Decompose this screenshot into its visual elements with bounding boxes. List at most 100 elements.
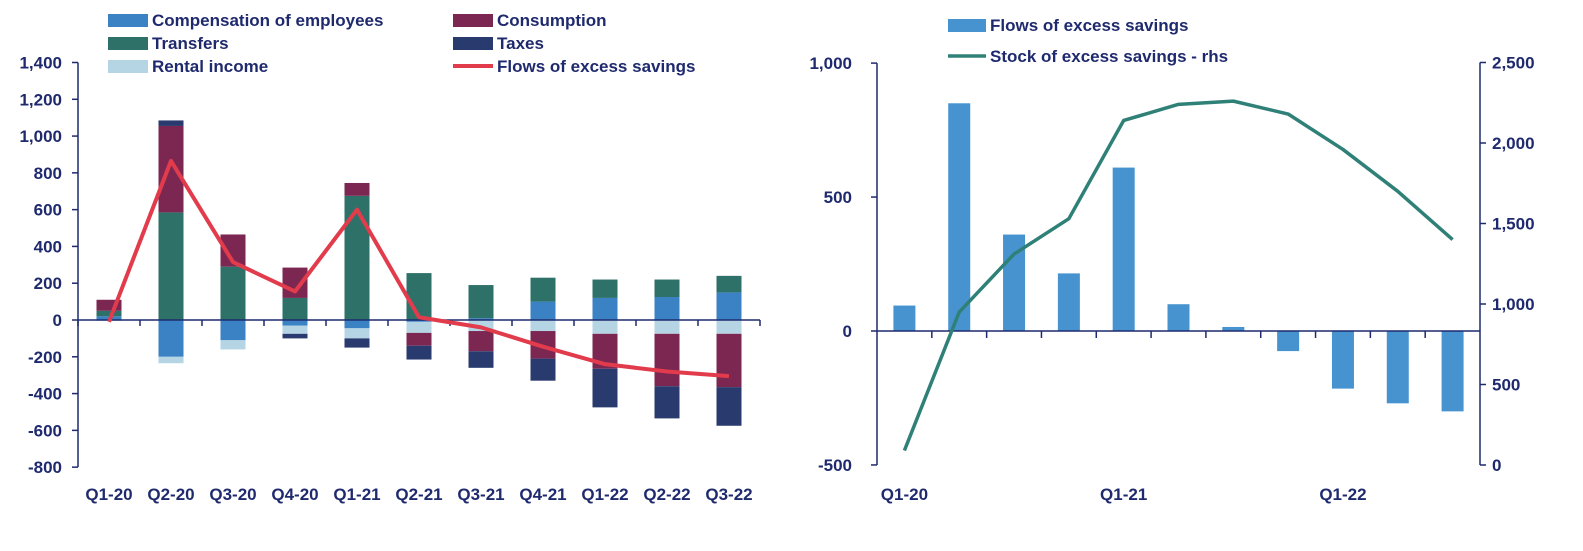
- bar-consumption: [468, 331, 494, 352]
- right-tick-label: 2,500: [1492, 54, 1535, 73]
- bar-transfers: [96, 310, 122, 317]
- right-tick-label: 1,000: [1492, 295, 1535, 314]
- bar-compensation: [406, 320, 432, 322]
- y-tick-label: 800: [34, 164, 62, 183]
- right-tick-label: 500: [1492, 376, 1520, 395]
- legend-label-taxes: Taxes: [497, 34, 544, 53]
- legend-label-consumption: Consumption: [497, 11, 607, 30]
- left-tick-label: 500: [824, 188, 852, 207]
- flows-bar: [1112, 167, 1135, 331]
- flows-bar: [1441, 331, 1464, 412]
- bar-rental: [220, 340, 246, 350]
- bar-transfers: [344, 195, 370, 320]
- x-tick-label: Q2-20: [147, 485, 194, 504]
- x-tick-label: Q3-22: [705, 485, 752, 504]
- bar-taxes: [406, 345, 432, 360]
- bar-consumption: [654, 333, 680, 387]
- flows-bar: [1057, 273, 1080, 331]
- right-x-tick-label: Q1-21: [1100, 485, 1147, 504]
- flows-bar: [1222, 326, 1245, 331]
- y-tick-label: 1,400: [19, 53, 62, 72]
- bar-rental: [716, 320, 742, 334]
- bar-rental: [344, 328, 370, 339]
- legend-swatch-consumption: [453, 14, 493, 27]
- legend-label-flows-bar: Flows of excess savings: [990, 16, 1188, 35]
- y-tick-label: 1,200: [19, 90, 62, 109]
- bar-transfers: [530, 277, 556, 302]
- x-tick-label: Q1-22: [581, 485, 628, 504]
- legend-label-compensation: Compensation of employees: [152, 11, 383, 30]
- bar-taxes: [468, 351, 494, 368]
- left-tick-label: 0: [843, 322, 852, 341]
- bar-transfers: [158, 212, 184, 320]
- y-tick-label: -800: [28, 458, 62, 477]
- bar-rental: [530, 320, 556, 332]
- bar-taxes: [716, 387, 742, 426]
- bar-transfers: [282, 297, 308, 320]
- bar-compensation: [716, 292, 742, 320]
- right-tick-label: 2,000: [1492, 134, 1535, 153]
- bar-rental: [406, 321, 432, 333]
- legend-label-transfers: Transfers: [152, 34, 229, 53]
- legend-swatch-compensation: [108, 14, 148, 27]
- left-tick-label: 1,000: [809, 54, 852, 73]
- right-tick-label: 0: [1492, 456, 1501, 475]
- bar-consumption: [406, 332, 432, 346]
- bar-transfers: [220, 266, 246, 320]
- y-tick-label: 400: [34, 237, 62, 256]
- legend-label-rental: Rental income: [152, 57, 268, 76]
- bar-transfers: [468, 285, 494, 319]
- bar-compensation: [592, 297, 618, 320]
- right-x-tick-label: Q1-22: [1319, 485, 1366, 504]
- bar-taxes: [282, 333, 308, 339]
- bar-consumption: [344, 182, 370, 196]
- x-tick-label: Q4-21: [519, 485, 566, 504]
- bar-transfers: [406, 273, 432, 320]
- x-tick-label: Q1-20: [85, 485, 132, 504]
- legend-swatch-taxes: [453, 37, 493, 50]
- y-tick-label: 200: [34, 274, 62, 293]
- bar-consumption: [158, 125, 184, 213]
- bar-transfers: [592, 279, 618, 298]
- flows-bar: [1386, 331, 1409, 404]
- right-tick-label: 1,500: [1492, 215, 1535, 234]
- bar-compensation: [530, 301, 556, 320]
- bar-taxes: [530, 358, 556, 381]
- bar-rental: [158, 356, 184, 364]
- flows-bar: [1167, 304, 1190, 331]
- bar-compensation: [282, 320, 308, 326]
- bar-compensation: [158, 320, 184, 357]
- bar-taxes: [344, 338, 370, 348]
- x-tick-label: Q1-21: [333, 485, 380, 504]
- flows-bar: [893, 305, 916, 331]
- y-tick-label: -400: [28, 385, 62, 404]
- legend-label-flows: Flows of excess savings: [497, 57, 695, 76]
- flows-bar: [948, 103, 971, 331]
- flows-excess-savings-line: [107, 158, 730, 379]
- bar-rental: [282, 325, 308, 334]
- x-tick-label: Q2-22: [643, 485, 690, 504]
- stock-excess-savings-line: [902, 99, 1454, 452]
- flows-bar: [1277, 331, 1300, 352]
- bar-taxes: [158, 120, 184, 126]
- legend-swatch-flows-bar: [948, 19, 986, 32]
- bar-rental: [592, 320, 618, 334]
- bar-taxes: [654, 386, 680, 419]
- bar-compensation: [468, 318, 494, 320]
- x-tick-label: Q2-21: [395, 485, 442, 504]
- bar-compensation: [220, 320, 246, 341]
- y-tick-label: 1,000: [19, 127, 62, 146]
- x-tick-label: Q4-20: [271, 485, 318, 504]
- bar-consumption: [716, 333, 742, 388]
- flows-bar: [1331, 331, 1354, 389]
- legend-label-stock-line: Stock of excess savings - rhs: [990, 47, 1228, 66]
- right-x-tick-label: Q1-20: [881, 485, 928, 504]
- bar-transfers: [716, 275, 742, 293]
- bar-compensation: [344, 320, 370, 329]
- y-tick-label: -600: [28, 421, 62, 440]
- left-tick-label: -500: [818, 456, 852, 475]
- y-tick-label: -200: [28, 348, 62, 367]
- legend-swatch-rental: [108, 60, 148, 73]
